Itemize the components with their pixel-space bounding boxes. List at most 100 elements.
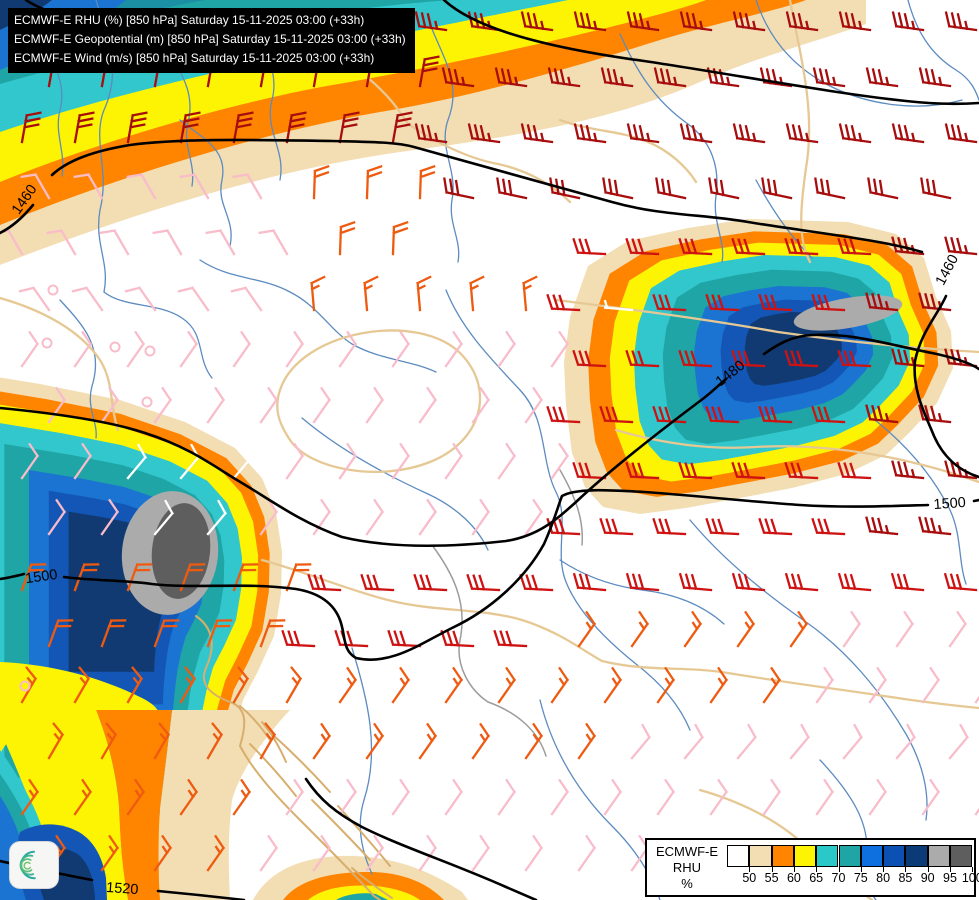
wind-barb: [206, 499, 227, 536]
wind-barb: [732, 11, 766, 32]
wind-barb: [20, 666, 38, 704]
wind-barb: [868, 778, 888, 816]
wind-barb: [709, 666, 729, 704]
wind-barb: [258, 229, 289, 256]
wind-barb: [625, 572, 660, 592]
wind-barb: [709, 778, 729, 816]
wind-barb: [99, 229, 130, 256]
wind-barb: [626, 11, 660, 32]
wind-barb: [20, 778, 40, 816]
wind-barb: [414, 123, 448, 144]
wind-barb: [391, 778, 411, 816]
wind-barb: [811, 405, 846, 424]
wind-barb: [365, 722, 385, 760]
wind-barb: [731, 461, 766, 480]
wind-barb: [891, 460, 925, 480]
wind-barb: [550, 442, 570, 480]
legend-tick: [950, 867, 951, 872]
wind-barb: [497, 666, 517, 704]
wind-barb: [683, 610, 703, 648]
wind-barb: [391, 221, 409, 256]
wind-barb: [179, 173, 210, 200]
wind-barb: [205, 229, 236, 256]
wind-barb: [944, 460, 978, 480]
wind-barb: [837, 237, 872, 256]
spiral-logo-icon: [19, 850, 36, 880]
wind-barb: [365, 165, 383, 200]
wind-barb: [678, 572, 713, 592]
legend-swatch: [749, 845, 772, 867]
wind-barb: [153, 499, 174, 536]
wind-barb: [338, 442, 358, 480]
wind-barb: [679, 11, 713, 32]
wind-barb: [232, 666, 250, 704]
wind-barb: [312, 498, 332, 536]
wind-barb: [678, 237, 713, 256]
wind-barb: [285, 330, 305, 368]
wind-barb: [443, 177, 475, 200]
wind-barb: [466, 573, 501, 592]
wind-barb: [865, 67, 899, 88]
wind-barb: [573, 11, 607, 32]
legend: ECMWF-E RHU % 50 55 60 65 70 75 80 85 90 95 100: [645, 838, 979, 897]
wind-barb: [73, 666, 91, 704]
wind-barb: [758, 405, 793, 424]
wind-barb: [815, 666, 835, 704]
wind-barb: [891, 348, 925, 368]
wind-barb: [625, 349, 660, 368]
wind-barb: [867, 177, 899, 200]
legend-tick-label: 90: [920, 871, 935, 885]
wind-barb: [626, 123, 660, 144]
wind-barb: [73, 173, 104, 200]
wind-barb: [865, 404, 899, 424]
wind-barb: [232, 173, 263, 200]
wind-barb: [153, 619, 180, 648]
wind-barb: [126, 778, 146, 816]
wind-barb: [762, 778, 782, 816]
wind-barb: [179, 330, 199, 368]
wind-barb: [812, 67, 846, 88]
legend-tick: [838, 867, 840, 872]
wind-barb: [550, 778, 570, 816]
wind-barb: [259, 834, 279, 872]
wind-barb: [281, 629, 316, 648]
wind-barb: [630, 723, 651, 760]
wind-barb: [46, 229, 77, 256]
wind-barb: [126, 443, 147, 480]
wind-barb: [918, 404, 952, 424]
wind-barb: [285, 111, 307, 144]
wind-barb: [890, 572, 925, 592]
legend-tick: [883, 867, 885, 872]
wind-barb: [334, 629, 369, 648]
wind-barb: [230, 286, 263, 312]
wind-barb: [785, 123, 819, 144]
wind-barb: [522, 275, 538, 312]
wind-barb: [948, 723, 969, 760]
wind-barb: [758, 293, 793, 312]
legend-swatch: [927, 845, 950, 867]
legend-swatch: [860, 845, 884, 867]
legend-swatch: [883, 845, 906, 867]
wind-barb: [784, 349, 819, 368]
legend-swatch: [838, 845, 861, 867]
wind-barb: [572, 237, 607, 256]
wind-barb: [259, 722, 277, 760]
wind-barb: [678, 461, 713, 480]
wind-barb: [602, 177, 634, 200]
wind-barb: [418, 498, 438, 536]
wind-barb: [550, 666, 570, 704]
wind-barb: [18, 286, 51, 312]
wind-barb: [259, 386, 279, 424]
wind-barb: [418, 722, 438, 760]
wind-barb: [944, 11, 978, 32]
wind-barb: [338, 666, 358, 704]
wind-barb: [20, 442, 40, 480]
wind-barb: [811, 517, 846, 536]
wind-barb: [206, 386, 226, 424]
wind-barb: [573, 123, 607, 144]
legend-title: ECMWF-E RHU %: [647, 840, 727, 895]
wind-barb: [73, 442, 93, 480]
wind-barb: [519, 573, 554, 592]
